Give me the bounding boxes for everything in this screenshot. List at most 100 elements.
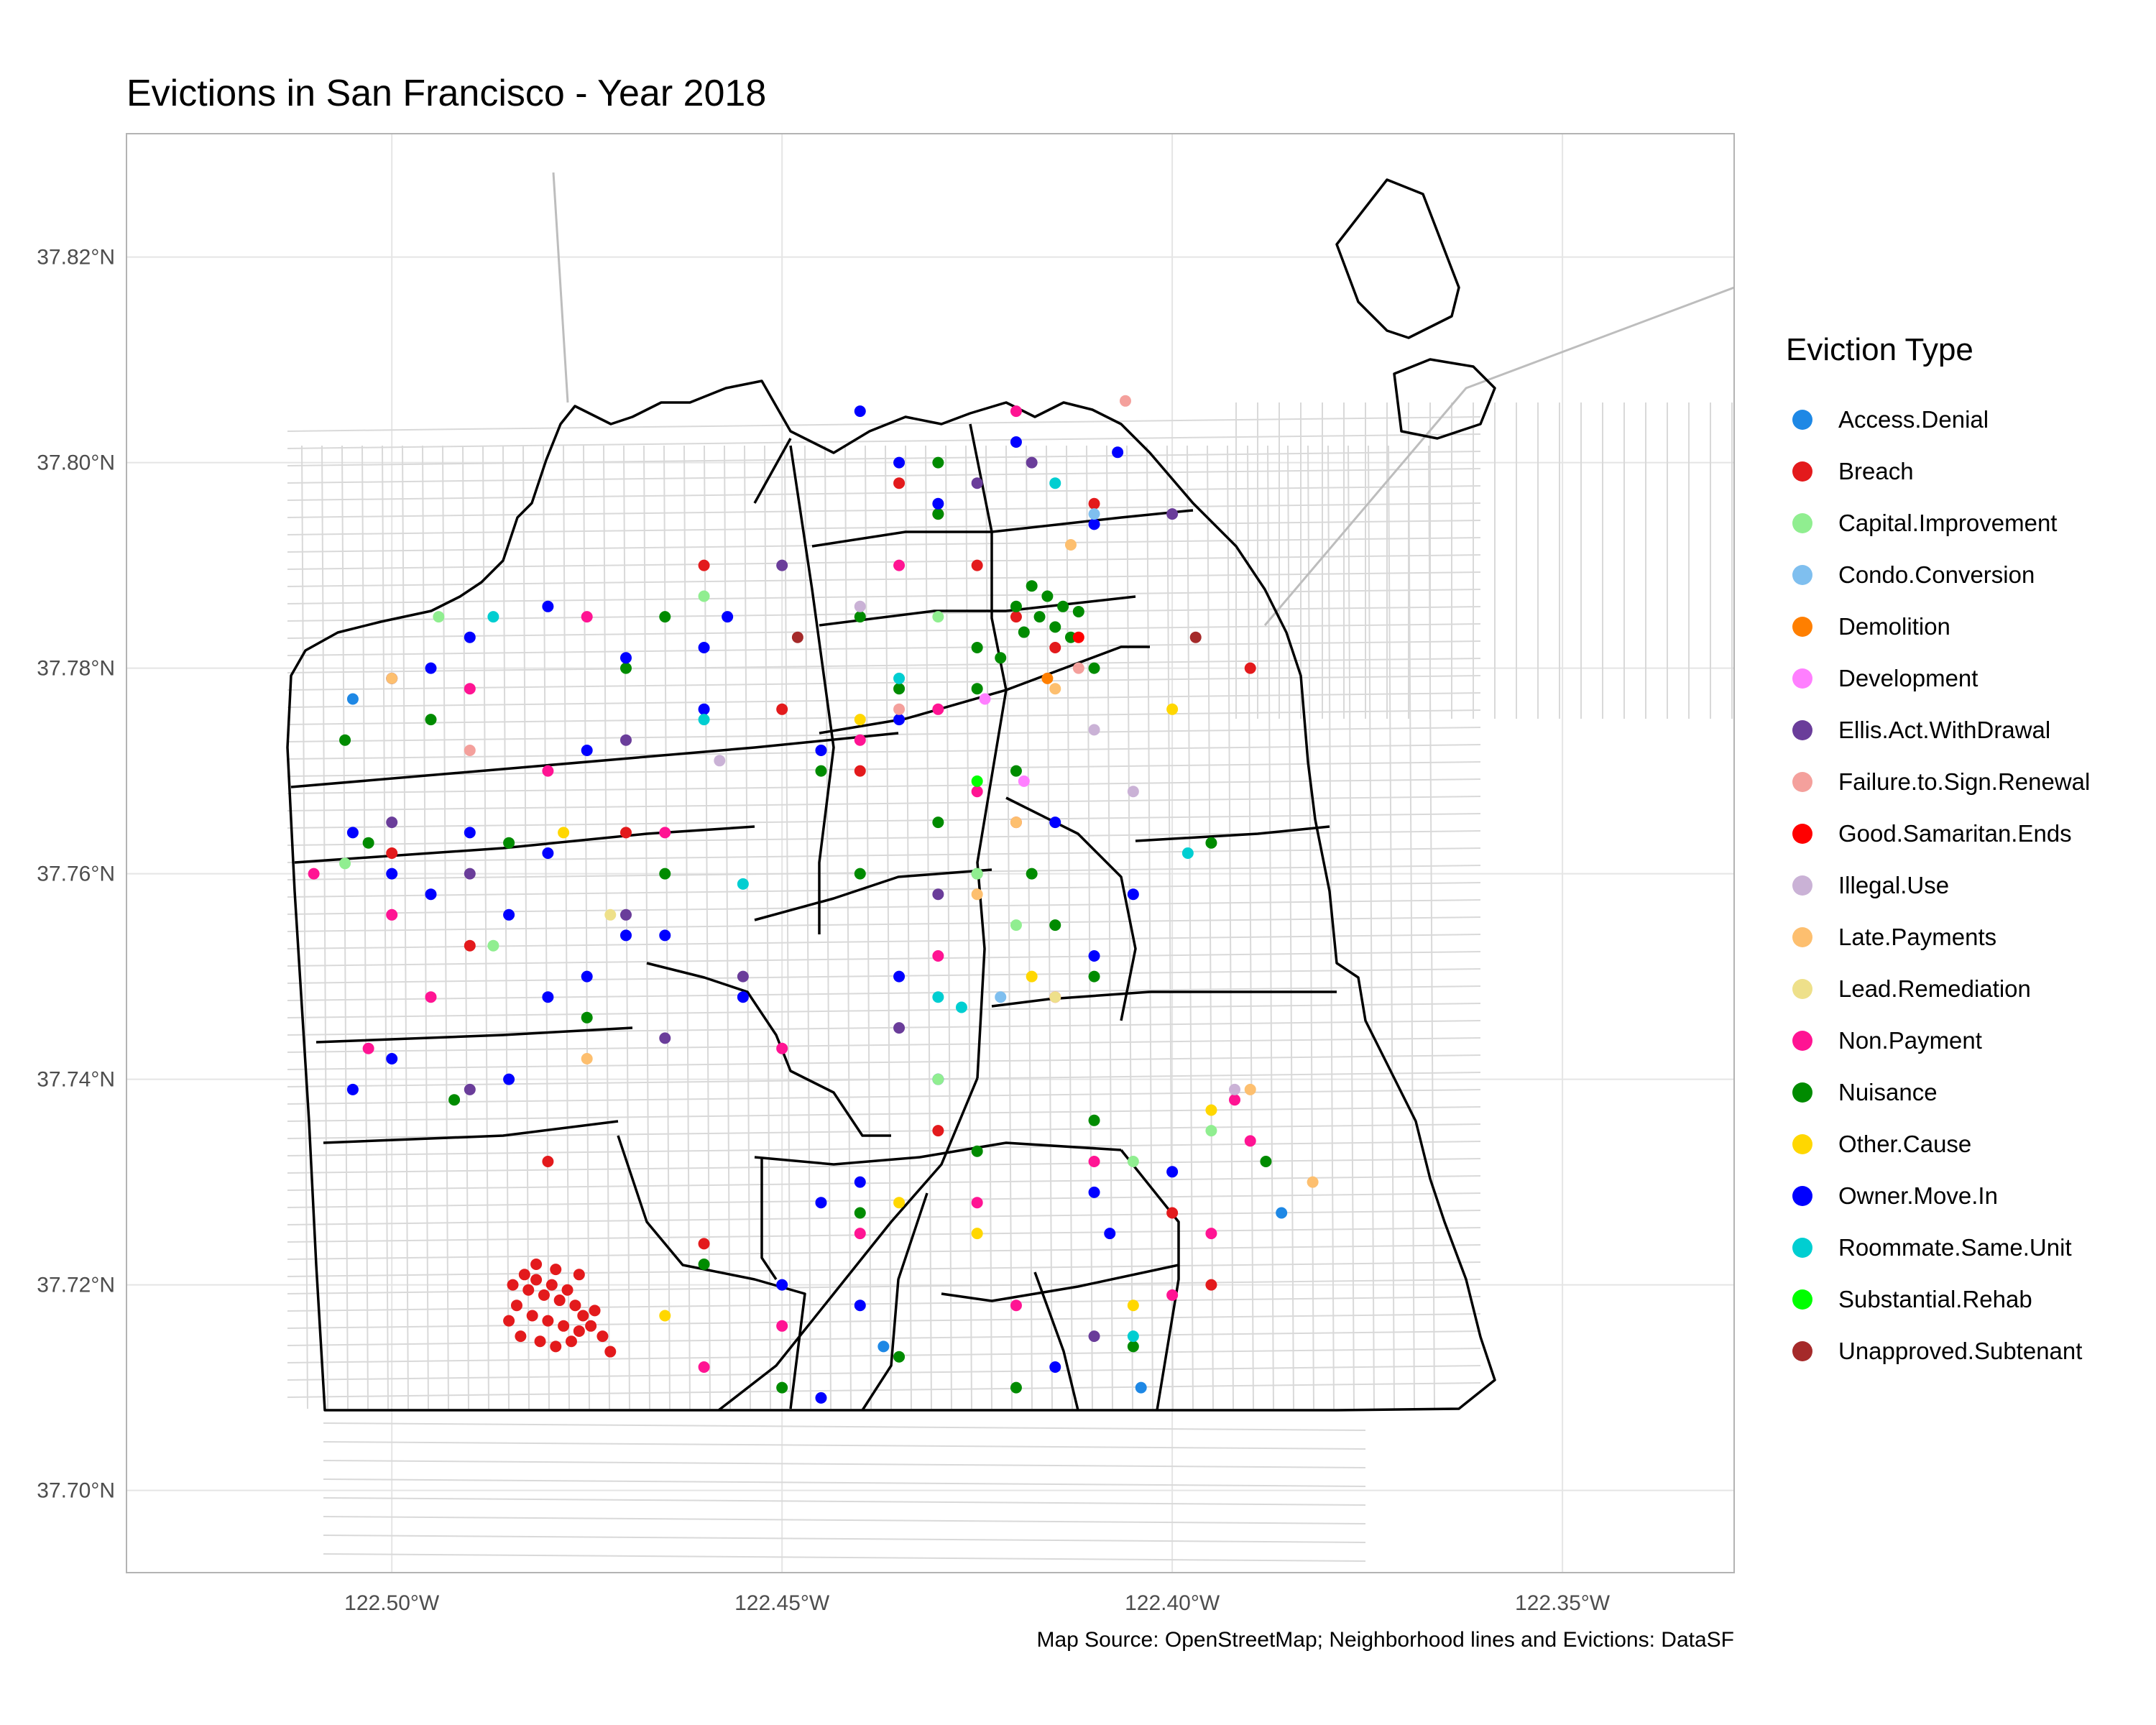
eviction-point	[659, 1032, 671, 1044]
eviction-point	[425, 662, 437, 674]
eviction-point	[1127, 1340, 1139, 1353]
eviction-point	[308, 868, 320, 880]
eviction-point	[1088, 1156, 1100, 1167]
street-line	[287, 451, 1481, 466]
eviction-point	[1166, 1289, 1179, 1301]
legend-key-dot	[1792, 1341, 1812, 1361]
eviction-point	[596, 1330, 609, 1343]
eviction-point	[776, 1279, 788, 1291]
eviction-point	[581, 970, 593, 983]
eviction-point	[558, 827, 570, 839]
legend-label: Substantial.Rehab	[1838, 1286, 2032, 1312]
eviction-point	[893, 970, 906, 983]
street-line	[1187, 445, 1194, 1409]
eviction-point	[569, 1300, 581, 1312]
eviction-point	[893, 1197, 906, 1209]
eviction-point	[386, 868, 398, 880]
street-line	[323, 1553, 1366, 1562]
eviction-point	[1049, 919, 1061, 932]
eviction-point	[893, 714, 906, 726]
legend-label: Unapproved.Subtenant	[1838, 1338, 2083, 1364]
eviction-point	[545, 1279, 558, 1291]
legend-key-dot	[1792, 772, 1812, 792]
legend-label: Development	[1838, 665, 1978, 691]
legend-label: Other.Cause	[1838, 1131, 1972, 1157]
street-line	[1388, 445, 1395, 1409]
street-line	[287, 968, 1481, 984]
bay-bridge-line	[1263, 286, 1734, 626]
eviction-point	[971, 683, 983, 695]
eviction-point	[503, 837, 515, 849]
eviction-point	[1026, 970, 1038, 983]
eviction-point	[542, 765, 554, 777]
panel-border	[126, 133, 1735, 1573]
street-line	[287, 1244, 1481, 1260]
eviction-point	[1166, 1207, 1179, 1219]
eviction-point	[776, 1042, 788, 1054]
eviction-point	[1026, 456, 1038, 469]
boundary-line	[991, 990, 1337, 1008]
eviction-point	[542, 600, 554, 612]
eviction-point	[604, 1346, 617, 1358]
neighborhood-boundaries	[286, 178, 1496, 1412]
legend-label: Owner.Move.In	[1838, 1182, 1998, 1209]
eviction-point	[659, 1310, 671, 1322]
eviction-point	[507, 1279, 519, 1291]
street-line	[1066, 445, 1073, 1409]
legend-key-dot	[1792, 1031, 1812, 1051]
street-line	[1267, 445, 1274, 1409]
eviction-point	[971, 559, 983, 571]
eviction-point	[619, 908, 632, 921]
eviction-point	[1276, 1207, 1288, 1219]
street-line	[844, 445, 852, 1409]
boundary-line	[1120, 1149, 1180, 1411]
eviction-point	[1018, 626, 1030, 638]
street-line	[287, 916, 1481, 932]
street-line	[1227, 445, 1234, 1409]
legend-key-dot	[1792, 410, 1812, 430]
eviction-point	[971, 1197, 983, 1209]
eviction-point	[854, 405, 866, 418]
eviction-point	[1104, 1228, 1116, 1240]
eviction-point	[464, 868, 476, 880]
boundary-line	[789, 445, 835, 934]
eviction-point	[542, 991, 554, 1003]
legend-item: Nuisance	[1782, 1067, 1938, 1118]
eviction-point	[542, 1156, 554, 1167]
street-line	[965, 445, 972, 1409]
eviction-point	[955, 1001, 967, 1013]
street-line	[287, 675, 1481, 691]
street-line	[287, 709, 1481, 725]
eviction-point	[932, 497, 944, 510]
eviction-point	[619, 652, 632, 664]
eviction-point	[1049, 477, 1061, 489]
eviction-point	[503, 1315, 515, 1327]
y-tick-label: 37.78°N	[37, 657, 115, 681]
eviction-point	[619, 929, 632, 942]
treasure-island-outline	[1335, 178, 1460, 339]
street-line	[287, 554, 1481, 570]
eviction-point	[1088, 950, 1100, 962]
eviction-point	[854, 611, 866, 623]
eviction-point	[932, 508, 944, 520]
eviction-point	[932, 888, 944, 901]
eviction-point	[581, 1053, 593, 1064]
eviction-point	[1127, 1330, 1139, 1343]
eviction-point	[604, 908, 617, 921]
eviction-point	[1166, 703, 1179, 715]
boundary-line	[1033, 1271, 1079, 1411]
eviction-point	[1041, 590, 1054, 602]
y-tick-label: 37.74°N	[37, 1068, 115, 1092]
street-line	[287, 640, 1481, 656]
eviction-point	[1127, 1156, 1139, 1167]
eviction-point	[1205, 1228, 1217, 1240]
eviction-point	[1229, 1094, 1241, 1106]
eviction-point	[510, 1300, 522, 1312]
eviction-point	[1072, 631, 1084, 643]
eviction-point	[1127, 888, 1139, 901]
street-line	[1207, 445, 1214, 1409]
eviction-point	[581, 745, 593, 756]
legend-label: Capital.Improvement	[1838, 510, 2058, 536]
legend-item: Capital.Improvement	[1782, 497, 2057, 549]
eviction-point	[1088, 518, 1100, 530]
